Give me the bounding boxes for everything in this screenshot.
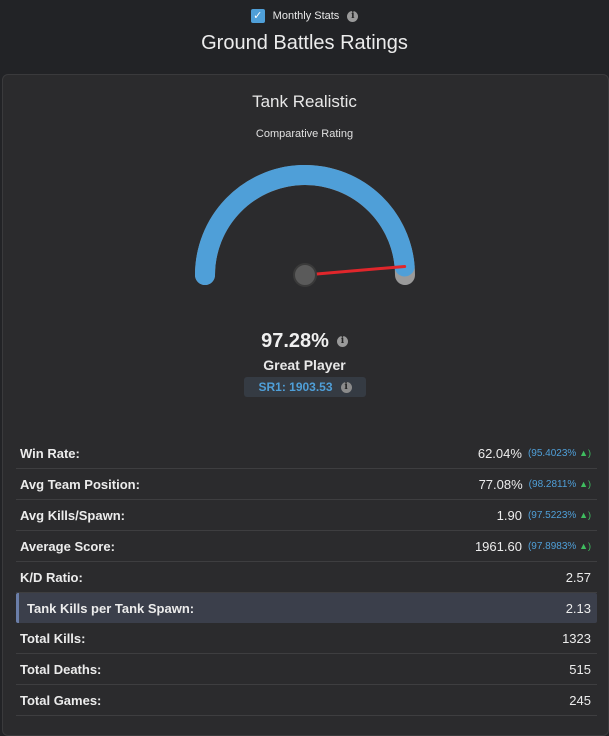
- stat-value-group: 245: [569, 693, 591, 708]
- stat-label: K/D Ratio:: [20, 569, 83, 585]
- stat-value: 1323: [562, 630, 591, 646]
- gauge-track: [195, 165, 415, 285]
- trend-up-icon: ▲): [579, 540, 591, 551]
- mode-title: Tank Realistic: [252, 92, 357, 111]
- monthly-stats-toggle: ✓ Monthly Stats i: [0, 9, 609, 23]
- trend-up-icon: ▲): [579, 509, 591, 520]
- stat-label: Avg Team Position:: [20, 476, 140, 492]
- stat-percentile: (98.2811% ▲): [529, 479, 591, 490]
- stat-label: Win Rate:: [20, 445, 80, 461]
- stat-row: Total Games: 245: [16, 685, 597, 716]
- stat-value-group: 2.57: [566, 570, 591, 585]
- stat-value: 1.90: [496, 507, 522, 523]
- stat-percentile-value: (95.4023%: [527, 447, 577, 459]
- stat-label: Total Deaths:: [20, 661, 102, 677]
- info-icon[interactable]: i: [336, 336, 348, 347]
- stat-value: 515: [569, 661, 591, 677]
- stat-value: 2.57: [565, 569, 591, 585]
- stat-value-group: 62.04% (95.4023% ▲): [478, 446, 591, 461]
- stat-value-group: 77.08% (98.2811% ▲): [479, 477, 591, 492]
- stat-row: Average Score: 1961.60 (97.8983% ▲): [16, 531, 597, 562]
- stat-percentile: (97.5223% ▲): [528, 510, 591, 521]
- stat-label: Average Score:: [20, 538, 115, 554]
- stat-label: Total Kills:: [20, 630, 86, 646]
- stat-row: K/D Ratio: 2.57: [16, 562, 597, 593]
- stat-row: Win Rate: 62.04% (95.4023% ▲): [16, 438, 597, 469]
- stat-value-group: 515: [569, 662, 591, 677]
- gauge-hub: [293, 263, 317, 287]
- stat-percentile-value: (97.5223%: [527, 509, 577, 521]
- sr-value: SR1: 1903.53: [258, 380, 333, 394]
- stat-percentile: (95.4023% ▲): [528, 448, 591, 459]
- stat-value: 62.04%: [477, 445, 522, 461]
- stat-label: Total Games:: [20, 692, 102, 708]
- gauge-needle: [303, 264, 407, 277]
- stat-percentile-value: (97.8983%: [527, 540, 577, 552]
- rating-percent: 97.28% i: [0, 330, 609, 353]
- stat-value-group: 1961.60 (97.8983% ▲): [475, 539, 591, 554]
- header: ✓ Monthly Stats i Ground Battles Ratings: [0, 0, 609, 70]
- monthly-stats-label[interactable]: Monthly Stats: [272, 10, 340, 22]
- stat-row: Total Deaths: 515: [16, 654, 597, 685]
- stat-value-group: 1.90 (97.5223% ▲): [497, 508, 591, 523]
- trend-up-icon: ▲): [579, 478, 591, 489]
- stat-row: Total Kills: 1323: [16, 623, 597, 654]
- rating-percent-value: 97.28%: [261, 330, 329, 352]
- gauge-fill: [195, 164, 415, 285]
- stat-value-group: 2.13: [566, 601, 591, 616]
- stat-row: Avg Team Position: 77.08% (98.2811% ▲): [16, 469, 597, 500]
- info-icon[interactable]: i: [340, 381, 352, 393]
- sr-badge: SR1: 1903.53 i: [244, 377, 366, 397]
- stats-table: Win Rate: 62.04% (95.4023% ▲) Avg Team Posi…: [16, 438, 597, 716]
- stat-value-group: 1323: [562, 631, 591, 646]
- stat-label: Avg Kills/Spawn:: [20, 507, 125, 523]
- stat-label: Tank Kills per Tank Spawn:: [27, 600, 195, 616]
- page-title: Ground Battles Ratings: [201, 32, 408, 54]
- rating-gauge: [195, 164, 415, 287]
- stat-value: 2.13: [565, 600, 591, 616]
- stat-row: Tank Kills per Tank Spawn: 2.13: [16, 593, 597, 623]
- player-rank-label: Great Player: [263, 357, 346, 373]
- rating-subtitle: Comparative Rating: [255, 128, 354, 140]
- stat-row: Avg Kills/Spawn: 1.90 (97.5223% ▲): [16, 500, 597, 531]
- trend-up-icon: ▲): [579, 447, 591, 458]
- stat-percentile-value: (98.2811%: [528, 478, 577, 490]
- stat-percentile: (97.8983% ▲): [528, 541, 591, 552]
- info-icon[interactable]: i: [347, 10, 359, 22]
- stat-value: 1961.60: [474, 538, 522, 554]
- monthly-stats-checkbox[interactable]: ✓: [250, 9, 265, 23]
- stat-value: 77.08%: [478, 476, 523, 492]
- stat-value: 245: [569, 692, 591, 708]
